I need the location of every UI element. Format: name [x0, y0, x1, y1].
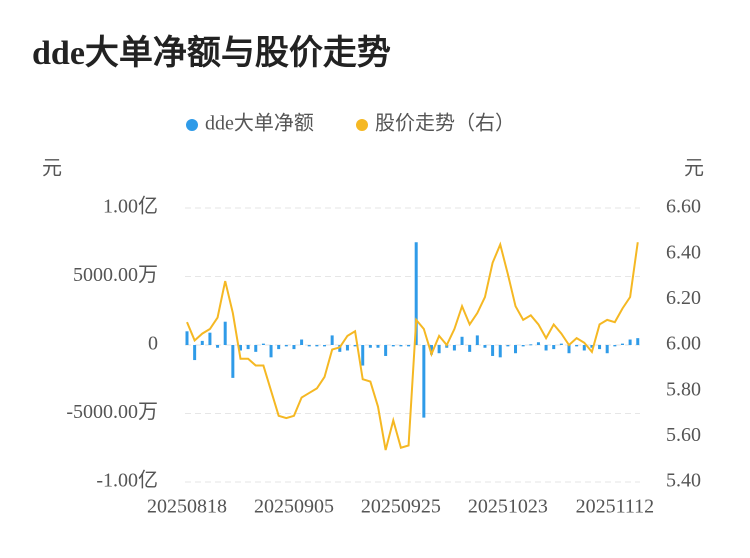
bar: [514, 345, 518, 354]
x-tick-label: 20250905: [254, 496, 334, 518]
legend-marker: [356, 119, 368, 131]
bar: [422, 345, 426, 418]
bar: [223, 321, 227, 345]
bar: [345, 345, 349, 351]
bar: [399, 345, 403, 347]
bar: [567, 345, 571, 354]
bar: [368, 345, 372, 348]
bar: [468, 345, 472, 352]
bar: [391, 345, 395, 347]
legend-label: 股价走势（右）: [375, 112, 515, 135]
bar: [598, 345, 602, 350]
x-tick-label: 20250818: [147, 496, 227, 518]
bar: [315, 345, 319, 347]
bar: [284, 345, 288, 347]
bar: [384, 345, 388, 356]
bar: [590, 345, 594, 348]
chart-title: dde大单净额与股价走势: [32, 34, 391, 72]
bar: [536, 342, 540, 345]
bar: [552, 345, 556, 350]
bar: [529, 344, 533, 346]
bar: [376, 345, 380, 348]
bar: [193, 345, 197, 361]
y2-tick-label: 6.60: [666, 196, 701, 218]
x-tick-label: 20250925: [361, 496, 441, 518]
bar: [216, 345, 220, 348]
y-tick-label: 5000.00万: [73, 264, 158, 286]
price-line: [186, 241, 639, 451]
bar: [238, 345, 242, 351]
bar: [460, 336, 464, 345]
bar: [452, 345, 456, 351]
bar: [605, 345, 609, 354]
x-tick-label: 20251112: [576, 496, 655, 518]
bar: [521, 345, 525, 347]
bar: [506, 345, 510, 347]
bar: [185, 331, 189, 345]
y-tick-label: -5000.00万: [66, 401, 158, 423]
bar: [582, 345, 586, 351]
bar: [620, 343, 624, 345]
bar: [307, 345, 311, 347]
bar: [559, 343, 563, 345]
bar: [323, 345, 327, 347]
bar: [261, 343, 265, 345]
bar: [231, 345, 235, 378]
bar: [246, 345, 250, 350]
bar: [475, 335, 479, 345]
bar: [429, 345, 433, 355]
bar: [300, 339, 304, 345]
y2-tick-label: 5.40: [666, 470, 701, 492]
bar: [544, 345, 548, 351]
bar: [407, 345, 411, 347]
y-axis-label: 元: [42, 158, 62, 180]
y2-tick-label: 6.00: [666, 333, 701, 355]
y-tick-label: 0: [148, 333, 158, 355]
legend-label: dde大单净额: [205, 112, 314, 135]
y2-axis-label: 元: [684, 158, 704, 180]
y-tick-label: -1.00亿: [96, 469, 158, 492]
bar: [437, 345, 441, 354]
bar: [636, 338, 640, 345]
y2-tick-label: 6.20: [666, 287, 701, 309]
bar: [575, 345, 579, 347]
bar: [414, 242, 418, 345]
legend-marker: [186, 119, 198, 131]
bar: [338, 345, 342, 352]
bar: [498, 345, 502, 358]
bar: [208, 332, 212, 345]
y2-tick-label: 5.80: [666, 378, 701, 400]
y2-tick-label: 5.60: [666, 424, 701, 446]
bar: [491, 345, 495, 356]
bar: [330, 335, 334, 345]
bar: [254, 345, 258, 352]
bar: [613, 345, 617, 347]
bar: [292, 345, 296, 350]
bar: [628, 339, 632, 345]
bar: [353, 345, 357, 347]
y-tick-label: 1.00亿: [103, 195, 158, 218]
y2-tick-label: 6.40: [666, 241, 701, 263]
bar: [361, 345, 365, 366]
bar: [277, 345, 281, 350]
bar: [200, 340, 204, 345]
x-tick-label: 20251023: [468, 496, 548, 518]
bar: [483, 345, 487, 348]
bar: [269, 345, 273, 358]
